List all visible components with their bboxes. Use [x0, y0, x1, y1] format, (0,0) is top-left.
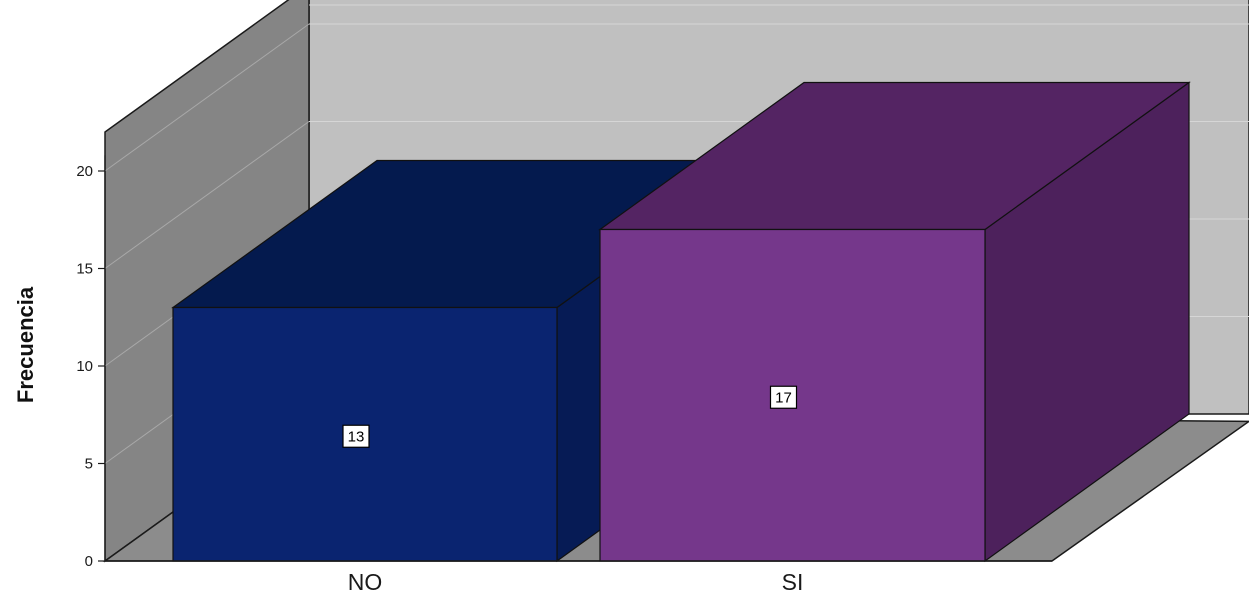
y-tick-label: 0: [85, 553, 93, 570]
bars: 13 17: [171, 81, 1191, 563]
y-tick-label: 5: [85, 456, 93, 473]
x-tick-label: NO: [348, 569, 383, 593]
x-tick-label: SI: [782, 569, 804, 593]
data-label: 13: [348, 428, 365, 445]
gridline-side: [104, 121, 310, 269]
y-tick-label: 10: [76, 358, 93, 375]
gridline-side: [104, 23, 310, 172]
x-axis: NO SI: [105, 560, 1052, 593]
y-axis: 0 5 10 15 20: [76, 155, 106, 570]
y-axis-title: Frecuencia: [13, 286, 38, 403]
data-label-box: [342, 424, 370, 448]
data-label: 17: [775, 389, 792, 406]
y-tick-label: 20: [76, 163, 93, 180]
bar-si: 17: [598, 81, 1191, 563]
data-label-box: [769, 385, 798, 409]
y-tick-label: 15: [76, 261, 93, 278]
